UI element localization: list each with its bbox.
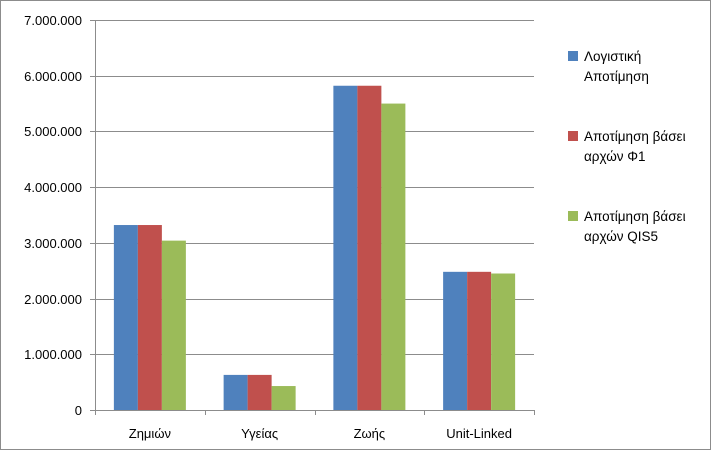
bar bbox=[271, 386, 296, 410]
bar bbox=[137, 225, 162, 410]
y-tick-label: 5.000.000 bbox=[24, 124, 82, 139]
x-tick-label: Unit-Linked bbox=[446, 426, 512, 441]
y-tick-label: 6.000.000 bbox=[24, 69, 82, 84]
legend-swatch bbox=[568, 131, 578, 141]
bar bbox=[381, 103, 406, 411]
legend-label: αρχών QIS5 bbox=[584, 229, 658, 244]
legend-label: Αποτίμηση βάσει bbox=[584, 129, 686, 144]
bar bbox=[113, 225, 138, 410]
legend-label: Αποτίμηση bbox=[584, 69, 649, 84]
bar bbox=[161, 240, 186, 410]
y-tick-label: 7.000.000 bbox=[24, 13, 82, 28]
bars bbox=[113, 85, 516, 411]
bar bbox=[357, 85, 382, 410]
x-tick-label: Ζωής bbox=[354, 426, 386, 441]
legend-label: Λογιστική bbox=[584, 49, 641, 64]
bar bbox=[333, 85, 358, 410]
bar bbox=[247, 374, 272, 410]
legend: Λογιστική Αποτίμηση Αποτίμηση βάσει αρχών Φ… bbox=[568, 49, 686, 244]
bar bbox=[223, 374, 248, 410]
y-tick-label: 2.000.000 bbox=[24, 292, 82, 307]
x-axis-ticks: Ζημιών Υγείας Ζωής Unit-Linked bbox=[95, 410, 535, 441]
bar bbox=[443, 271, 468, 410]
legend-label: αρχών Φ1 bbox=[584, 149, 646, 164]
bar bbox=[467, 271, 492, 410]
y-tick-label: 0 bbox=[75, 403, 82, 418]
y-tick-label: 3.000.000 bbox=[24, 236, 82, 251]
x-tick-label: Ζημιών bbox=[129, 426, 171, 441]
y-axis-ticks: 0 1.000.000 2.000.000 3.000.000 4.000.000 5.0… bbox=[24, 13, 95, 418]
axes bbox=[95, 20, 534, 411]
y-tick-label: 4.000.000 bbox=[24, 180, 82, 195]
legend-label: Αποτίμηση βάσει bbox=[584, 209, 686, 224]
legend-swatch bbox=[568, 51, 578, 61]
legend-swatch bbox=[568, 211, 578, 221]
y-tick-label: 1.000.000 bbox=[24, 347, 82, 362]
x-tick-label: Υγείας bbox=[241, 426, 278, 441]
bar bbox=[491, 273, 516, 410]
